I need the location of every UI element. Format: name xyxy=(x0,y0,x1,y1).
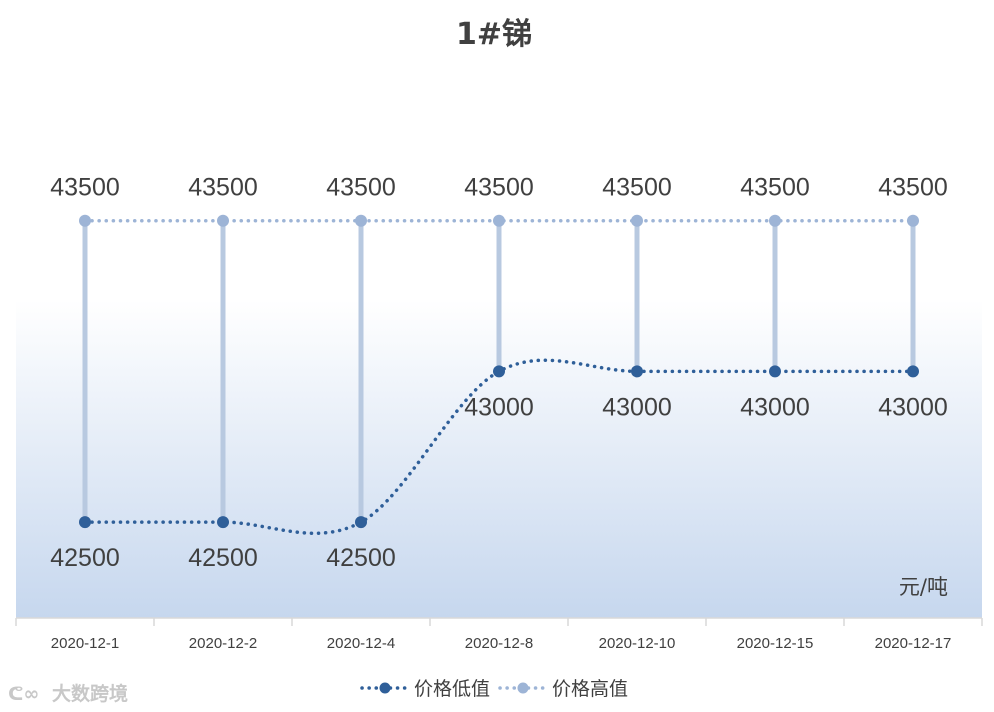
x-tick-label: 2020-12-15 xyxy=(737,635,814,652)
data-labels-high: 43500 43500 43500 43500 43500 43500 43500 xyxy=(50,174,948,202)
chart-title: 1#锑 xyxy=(456,17,532,52)
legend-low-label: 价格低值 xyxy=(414,678,490,700)
series-low-point xyxy=(769,365,781,378)
series-high-point xyxy=(355,214,367,227)
x-tick-label: 2020-12-8 xyxy=(465,635,533,652)
unit-label: 元/吨 xyxy=(899,575,948,599)
legend: 价格低值 价格高值 xyxy=(360,678,628,700)
data-label-low: 42500 xyxy=(188,544,258,572)
series-high-point xyxy=(493,214,505,227)
data-label-high: 43500 xyxy=(878,174,948,202)
data-label-low: 43000 xyxy=(740,393,810,421)
data-label-low: 43000 xyxy=(878,393,948,421)
x-tick-label: 2020-12-10 xyxy=(599,635,676,652)
series-low-point xyxy=(217,516,229,529)
data-label-high: 43500 xyxy=(50,174,120,202)
legend-item-high: 价格高值 xyxy=(498,678,628,700)
data-label-low: 42500 xyxy=(326,544,396,572)
data-label-low: 43000 xyxy=(602,393,672,421)
x-tick-label: 2020-12-17 xyxy=(875,635,952,652)
series-low-point xyxy=(355,516,367,529)
x-tick-label: 2020-12-2 xyxy=(189,635,257,652)
series-high-point xyxy=(631,214,643,227)
series-high-point xyxy=(79,214,91,227)
data-label-high: 43500 xyxy=(602,174,672,202)
legend-high-marker xyxy=(517,682,529,694)
data-label-high: 43500 xyxy=(740,174,810,202)
data-label-high: 43500 xyxy=(464,174,534,202)
watermark: ᕦ∞ 大数跨境 xyxy=(8,682,128,705)
series-high-point xyxy=(907,214,919,227)
x-tick-label: 2020-12-4 xyxy=(327,635,395,652)
series-high-point xyxy=(769,214,781,227)
legend-low-marker xyxy=(379,682,391,694)
x-tick-label: 2020-12-1 xyxy=(51,635,119,652)
data-label-low: 42500 xyxy=(50,544,120,572)
data-label-high: 43500 xyxy=(326,174,396,202)
series-low xyxy=(79,358,919,535)
watermark-text: 大数跨境 xyxy=(52,682,128,705)
series-low-point xyxy=(907,365,919,378)
legend-item-low: 价格低值 xyxy=(360,678,490,700)
legend-high-label: 价格高值 xyxy=(552,678,628,700)
series-high xyxy=(79,214,919,227)
series-low-point xyxy=(79,516,91,529)
series-high-point xyxy=(217,214,229,227)
series-low-point xyxy=(631,365,643,378)
data-label-high: 43500 xyxy=(188,174,258,202)
data-labels-low: 42500 42500 42500 43000 43000 43000 43000 xyxy=(50,393,948,572)
data-label-low: 43000 xyxy=(464,393,534,421)
x-axis: 2020-12-1 2020-12-2 2020-12-4 2020-12-8 2020… xyxy=(15,617,983,652)
watermark-logo-icon: ᕦ∞ xyxy=(8,683,39,705)
series-low-point xyxy=(493,365,505,378)
high-low-lines xyxy=(82,220,916,523)
